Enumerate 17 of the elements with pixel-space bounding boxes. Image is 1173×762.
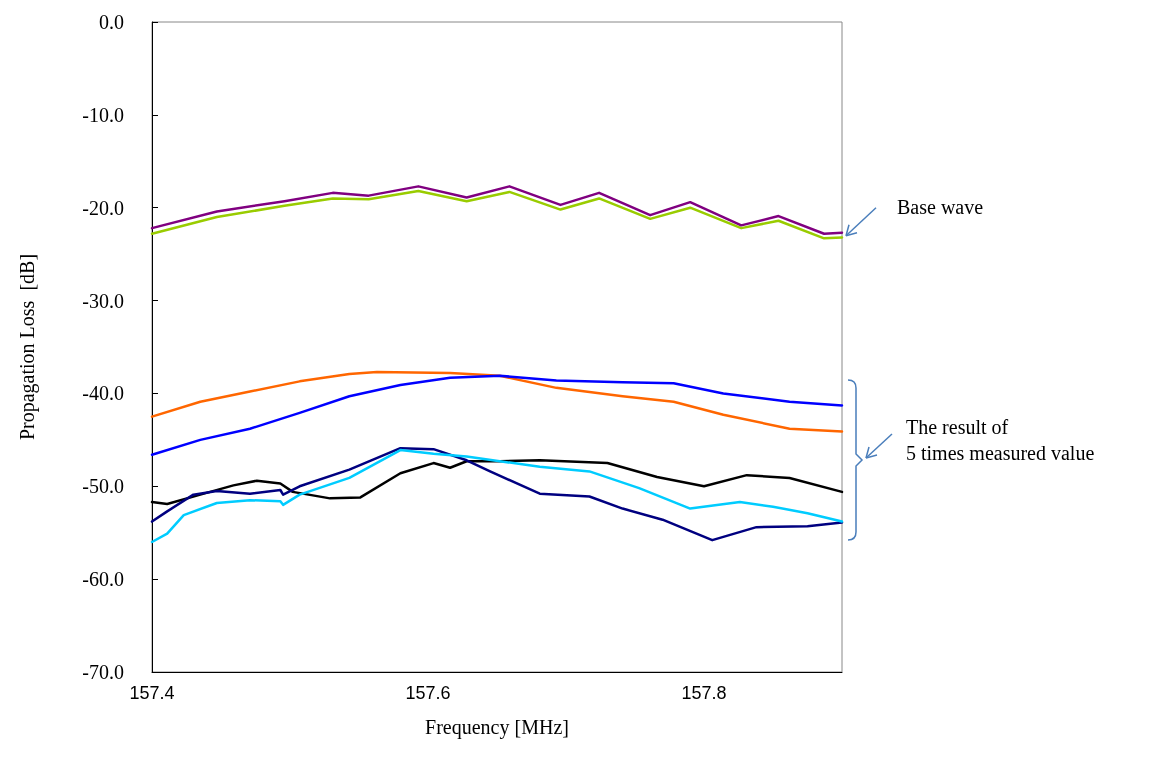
y-tick-label: 0.0 bbox=[99, 11, 124, 33]
x-axis-title: Frequency [MHz] bbox=[425, 716, 569, 739]
y-tick-label: -60.0 bbox=[82, 568, 124, 591]
y-tick-label: -70.0 bbox=[82, 661, 124, 683]
line-series bbox=[150, 374, 844, 456]
x-tick-label: 157.8 bbox=[681, 683, 727, 703]
y-tick-label: -40.0 bbox=[82, 382, 124, 405]
x-tick-label: 157.4 bbox=[129, 683, 175, 703]
y-tick-label: -50.0 bbox=[82, 475, 124, 498]
y-tick-label: -30.0 bbox=[82, 289, 124, 312]
y-tick-label: -20.0 bbox=[82, 196, 124, 219]
y-tick-label: -10.0 bbox=[82, 103, 124, 126]
x-tick-label: 157.6 bbox=[405, 683, 451, 703]
text: The result of 5 times measured value bbox=[906, 415, 1095, 466]
line-series bbox=[150, 370, 844, 433]
y-axis-title: Propagation Loss [dB] bbox=[16, 253, 39, 441]
annotation: Base wave bbox=[897, 194, 984, 220]
